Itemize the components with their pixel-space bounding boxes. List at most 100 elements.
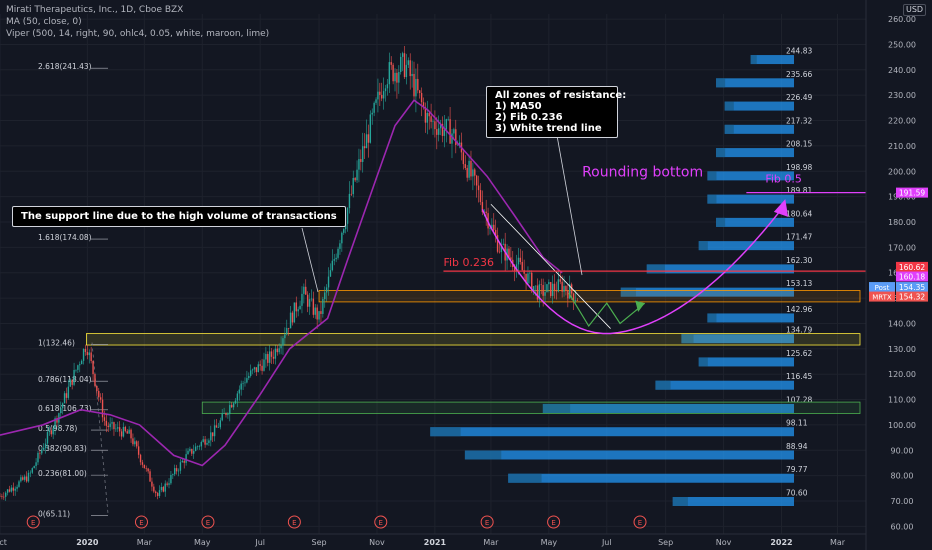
volume-profile-label: 171.47 [786,233,812,242]
candle [360,159,362,162]
candle [185,454,187,463]
candle [98,390,100,398]
fib-trend-line [91,342,109,514]
time-axis-tick: Mar [137,538,153,547]
candle [563,286,565,292]
price-axis-tick: 130.00 [888,345,916,354]
candle [194,446,197,452]
candle [491,224,493,229]
price-axis-tick: 180.00 [888,218,916,227]
candle [314,307,316,315]
fib-level-label: 0.382(90.83) [38,444,87,453]
rounding-bottom-arrow-head [773,199,789,217]
candle [405,64,408,78]
candle [158,490,161,497]
price-badge [896,282,928,293]
candle [149,471,151,482]
candle [348,193,351,209]
candle [375,99,377,103]
candle [67,386,70,398]
candle [441,123,444,136]
candle [251,369,254,371]
price-badge-text: 160.18 [899,273,925,282]
candle [439,123,442,129]
candle [462,152,465,165]
price-axis-tick: 250.00 [888,40,916,49]
candle [263,359,265,371]
candle [398,72,400,83]
ma-indicator-label[interactable]: MA (50, close, 0) [6,17,82,27]
candle [268,351,271,363]
candle [519,257,522,263]
time-axis-tick: Mar [830,538,846,547]
candle [223,413,225,414]
candle [455,129,457,146]
candle [191,448,193,454]
price-axis-tick: 80.00 [891,472,914,481]
volume-profile-label: 125.62 [786,349,812,358]
candle [145,468,147,469]
symbol-title[interactable]: Mirati Therapeutics, Inc., 1D, Cboe BZX [6,5,184,15]
candle [443,129,446,136]
earnings-marker-letter: E [379,519,383,527]
candle [293,302,296,323]
candle [18,481,20,487]
currency-label[interactable]: USD [903,4,927,16]
candle [447,119,449,120]
volume-profile-bar [707,194,717,204]
volume-profile-label: 180.64 [786,209,812,218]
candle [265,354,267,360]
volume-profile-bar [716,148,726,158]
volume-profile-bar [646,264,794,274]
candle [249,370,252,376]
candle [350,193,353,195]
candle [479,190,482,203]
volume-profile-bar [681,334,794,344]
candle [572,293,575,302]
volume-profile-label: 226.49 [786,93,812,102]
time-axis-tick: 2022 [770,538,792,547]
price-tag [869,291,895,302]
candle [69,379,71,387]
candle [434,121,436,130]
candle [212,432,214,437]
candle [468,160,470,178]
time-axis-tick: Nov [369,538,385,547]
candle [500,244,503,253]
volume-profile-label: 217.32 [786,116,812,125]
candle [419,90,421,94]
earnings-marker [134,515,148,529]
candle [111,422,113,424]
price-badge [896,291,928,302]
candle [286,328,288,335]
candle [79,364,81,366]
candle [299,305,301,310]
candle [436,129,438,135]
volume-profile-bar [750,55,794,65]
resistance-callout-pointer [555,129,583,276]
time-axis-tick: Sep [658,538,673,547]
candle [322,299,324,314]
candle [244,382,246,384]
time-axis-tick: 2021 [424,538,447,547]
earnings-marker [374,515,388,529]
candle [88,352,90,356]
volume-profile-bar [698,357,708,367]
volume-profile-bar [698,241,794,251]
candle [485,211,487,214]
projected-path-arrow-head [635,300,645,313]
candle [120,431,123,437]
candle [316,307,318,320]
candle [529,272,531,274]
candle [531,272,533,292]
candle [456,144,459,146]
volume-profile-bar [646,264,665,274]
candle [565,286,567,291]
candle [274,348,277,359]
fib-0236-label: Fib 0.236 [443,256,494,269]
viper-indicator-label[interactable]: Viper (500, 14, right, 90, ohlc4, 0.05, … [6,29,270,39]
volume-profile-label: 198.98 [786,163,812,172]
candle [289,312,292,329]
candle [267,354,269,363]
